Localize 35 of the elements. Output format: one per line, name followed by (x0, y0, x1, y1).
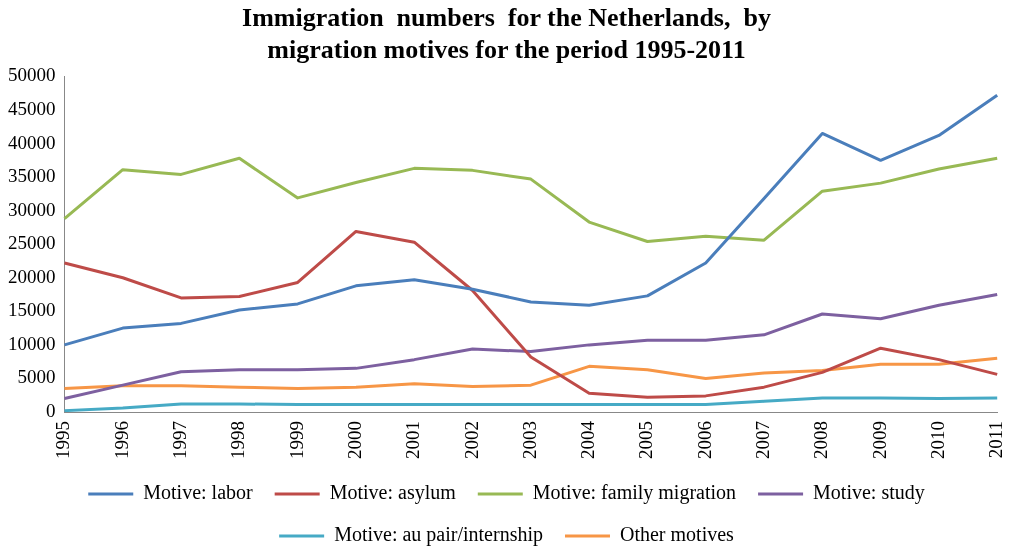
y-tick-label: 50000 (8, 64, 56, 86)
legend-label: Motive: labor (143, 481, 254, 504)
legend-label: Other motives (619, 523, 735, 546)
y-tick-label: 30000 (8, 198, 56, 220)
legend-label: Motive: asylum (329, 481, 457, 505)
x-tick-label: 2006 (693, 421, 715, 459)
x-tick-label: 2002 (460, 421, 482, 459)
x-tick-label: 2008 (810, 421, 832, 459)
x-tick-label: 2003 (518, 421, 540, 459)
legend-label: Motive: au pair/internship (334, 523, 543, 547)
x-tick-label: 2001 (402, 421, 424, 459)
legend-label: Motive: family migration (532, 481, 737, 505)
y-tick-label: 25000 (8, 232, 56, 254)
x-tick-label: 2000 (343, 421, 365, 459)
x-tick-label: 2010 (926, 421, 948, 459)
x-tick-label: 1998 (227, 421, 249, 459)
x-tick-label: 2009 (868, 421, 890, 459)
x-tick-label: 2011 (985, 421, 1007, 459)
y-tick-label: 5000 (17, 366, 56, 388)
x-tick-label: 2004 (577, 420, 599, 459)
x-tick-label: 2007 (752, 421, 774, 459)
y-tick-label: 45000 (8, 97, 56, 119)
y-tick-label: 10000 (8, 332, 56, 354)
y-tick-label: 20000 (8, 265, 56, 287)
y-tick-label: 0 (46, 399, 56, 421)
x-tick-label: 1996 (110, 421, 132, 459)
x-tick-label: 1997 (169, 421, 191, 459)
x-tick-label: 1999 (285, 421, 307, 459)
chart-title: Immigration numbers for the Netherlands, by migration motives for the period 1995-2011 (242, 3, 771, 64)
y-tick-label: 15000 (8, 299, 56, 321)
y-tick-label: 40000 (8, 131, 56, 153)
y-tick-label: 35000 (8, 165, 56, 187)
x-tick-label: 1995 (52, 421, 74, 459)
x-tick-label: 2005 (635, 421, 657, 459)
legend-label: Motive: study (813, 481, 925, 505)
